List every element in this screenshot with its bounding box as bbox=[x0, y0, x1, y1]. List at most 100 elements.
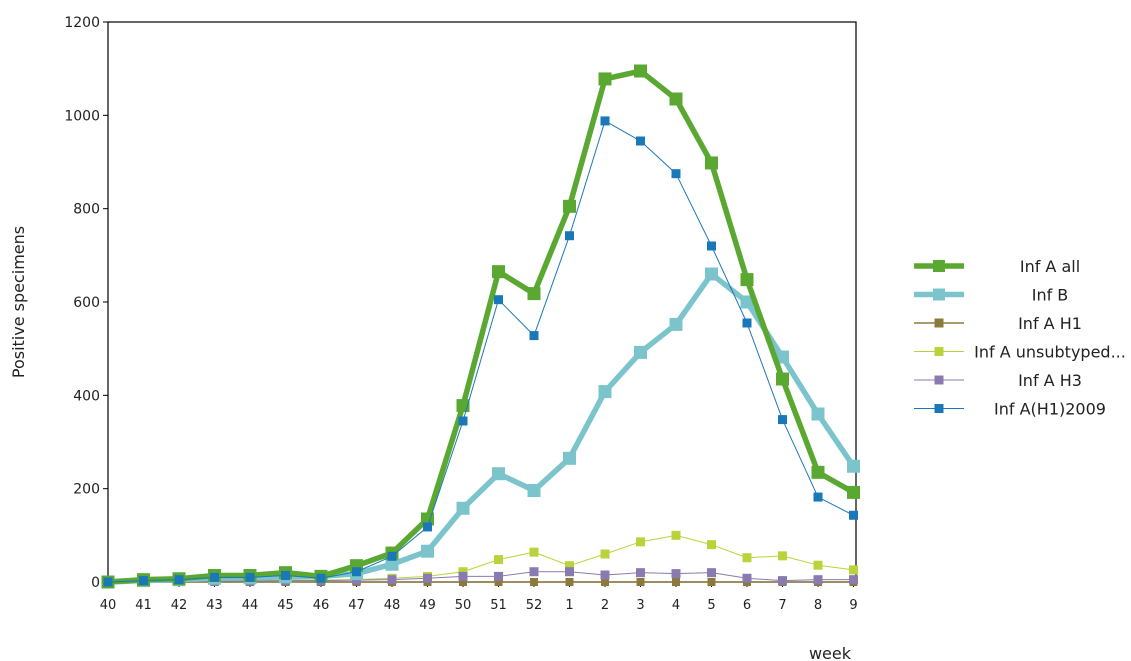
legend-item: Inf A unsubtyped... bbox=[914, 343, 1126, 362]
data-point bbox=[600, 570, 610, 580]
series-line bbox=[107, 68, 855, 585]
x-tick-label: 4 bbox=[672, 598, 680, 613]
data-point bbox=[598, 385, 612, 399]
data-point bbox=[563, 451, 576, 465]
data-point bbox=[776, 350, 789, 364]
x-tick-label: 6 bbox=[743, 598, 751, 613]
data-point bbox=[778, 415, 787, 425]
x-tick-label: 43 bbox=[206, 598, 223, 613]
data-point bbox=[849, 565, 858, 575]
x-axis-title: week bbox=[809, 644, 852, 661]
data-point bbox=[210, 572, 219, 582]
data-point bbox=[849, 575, 858, 585]
data-point bbox=[529, 331, 539, 341]
data-point bbox=[671, 569, 681, 579]
data-point bbox=[565, 561, 574, 571]
data-point bbox=[352, 575, 361, 585]
data-point bbox=[601, 578, 609, 586]
x-tick-label: 2 bbox=[601, 598, 609, 613]
data-point bbox=[385, 557, 399, 571]
data-point bbox=[423, 522, 432, 532]
data-point bbox=[705, 267, 718, 281]
series-line bbox=[107, 571, 854, 583]
data-point bbox=[778, 576, 787, 586]
data-point bbox=[529, 567, 539, 577]
data-point bbox=[494, 578, 503, 586]
data-point bbox=[565, 231, 574, 241]
data-point bbox=[458, 571, 468, 581]
data-point bbox=[387, 575, 397, 585]
legend-item: Inf B bbox=[914, 286, 1068, 305]
legend-swatch-marker bbox=[934, 404, 944, 413]
legend-label: Inf A unsubtyped... bbox=[974, 343, 1126, 362]
data-point bbox=[103, 577, 113, 587]
data-point bbox=[174, 575, 184, 585]
data-point bbox=[529, 547, 539, 557]
data-point bbox=[600, 549, 610, 559]
x-tick-label: 52 bbox=[526, 598, 543, 613]
data-point bbox=[494, 555, 503, 565]
x-tick-label: 41 bbox=[135, 598, 152, 613]
series-group bbox=[101, 64, 860, 589]
legend-label: Inf A H1 bbox=[1018, 314, 1082, 333]
x-axis: 40 41 42 43 44 45 46 47 48 49 50 51 52 1 2 3 4 5 6 7 8 9 bbox=[100, 582, 858, 613]
data-point bbox=[316, 573, 326, 583]
data-point bbox=[742, 318, 752, 328]
y-tick-label: 400 bbox=[73, 388, 100, 404]
series-inf-a-h1-2009 bbox=[103, 116, 858, 587]
data-point bbox=[492, 467, 505, 481]
data-point bbox=[813, 492, 823, 502]
y-tick-label: 600 bbox=[73, 295, 100, 311]
data-point bbox=[530, 578, 538, 586]
data-point bbox=[458, 567, 468, 577]
data-point bbox=[707, 540, 716, 550]
y-tick-label: 1000 bbox=[64, 108, 100, 124]
data-point bbox=[847, 459, 860, 473]
y-tick-label: 800 bbox=[73, 202, 100, 218]
legend-item: Inf A H1 bbox=[914, 314, 1082, 333]
data-point bbox=[707, 578, 716, 586]
data-point bbox=[527, 287, 541, 301]
data-point bbox=[742, 573, 752, 583]
legend-swatch-marker bbox=[934, 375, 944, 385]
data-point bbox=[811, 407, 825, 421]
x-tick-label: 7 bbox=[778, 598, 786, 613]
x-tick-label: 5 bbox=[707, 598, 715, 613]
data-point bbox=[421, 544, 434, 558]
data-point bbox=[456, 501, 470, 515]
y-tick-label: 0 bbox=[91, 575, 100, 591]
data-point bbox=[565, 567, 574, 577]
y-tick-label: 1200 bbox=[64, 15, 100, 31]
data-point bbox=[387, 551, 397, 561]
data-point bbox=[281, 570, 290, 580]
data-point bbox=[636, 568, 645, 578]
data-point bbox=[705, 156, 718, 170]
data-point bbox=[671, 530, 681, 540]
y-axis: 0 200 400 600 800 1000 1200 bbox=[64, 15, 108, 591]
data-point bbox=[598, 72, 612, 86]
x-tick-label: 44 bbox=[242, 598, 259, 613]
x-tick-label: 49 bbox=[419, 598, 436, 613]
legend-label: Inf B bbox=[1032, 286, 1069, 305]
data-point bbox=[740, 295, 754, 309]
legend-swatch-marker bbox=[933, 260, 945, 272]
data-point bbox=[527, 484, 541, 498]
data-point bbox=[636, 136, 645, 146]
data-point bbox=[636, 537, 645, 547]
legend-swatch-marker bbox=[934, 347, 944, 356]
x-tick-label: 48 bbox=[384, 598, 401, 613]
x-tick-label: 1 bbox=[565, 598, 573, 613]
data-point bbox=[778, 551, 787, 561]
legend-swatch-marker bbox=[933, 288, 945, 301]
y-axis-title: Positive specimens bbox=[9, 226, 28, 378]
x-tick-label: 3 bbox=[636, 598, 644, 613]
x-tick-label: 45 bbox=[277, 598, 294, 613]
legend-item: Inf A H3 bbox=[914, 371, 1082, 390]
legend-swatch-marker bbox=[934, 318, 944, 328]
legend-label: Inf A(H1)2009 bbox=[994, 400, 1106, 419]
x-tick-label: 9 bbox=[849, 598, 857, 613]
data-point bbox=[494, 295, 503, 305]
data-point bbox=[707, 568, 716, 578]
x-tick-label: 50 bbox=[455, 598, 472, 613]
